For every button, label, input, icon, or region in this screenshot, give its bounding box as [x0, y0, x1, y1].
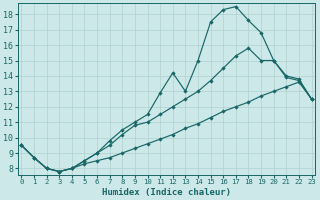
- X-axis label: Humidex (Indice chaleur): Humidex (Indice chaleur): [102, 188, 231, 197]
